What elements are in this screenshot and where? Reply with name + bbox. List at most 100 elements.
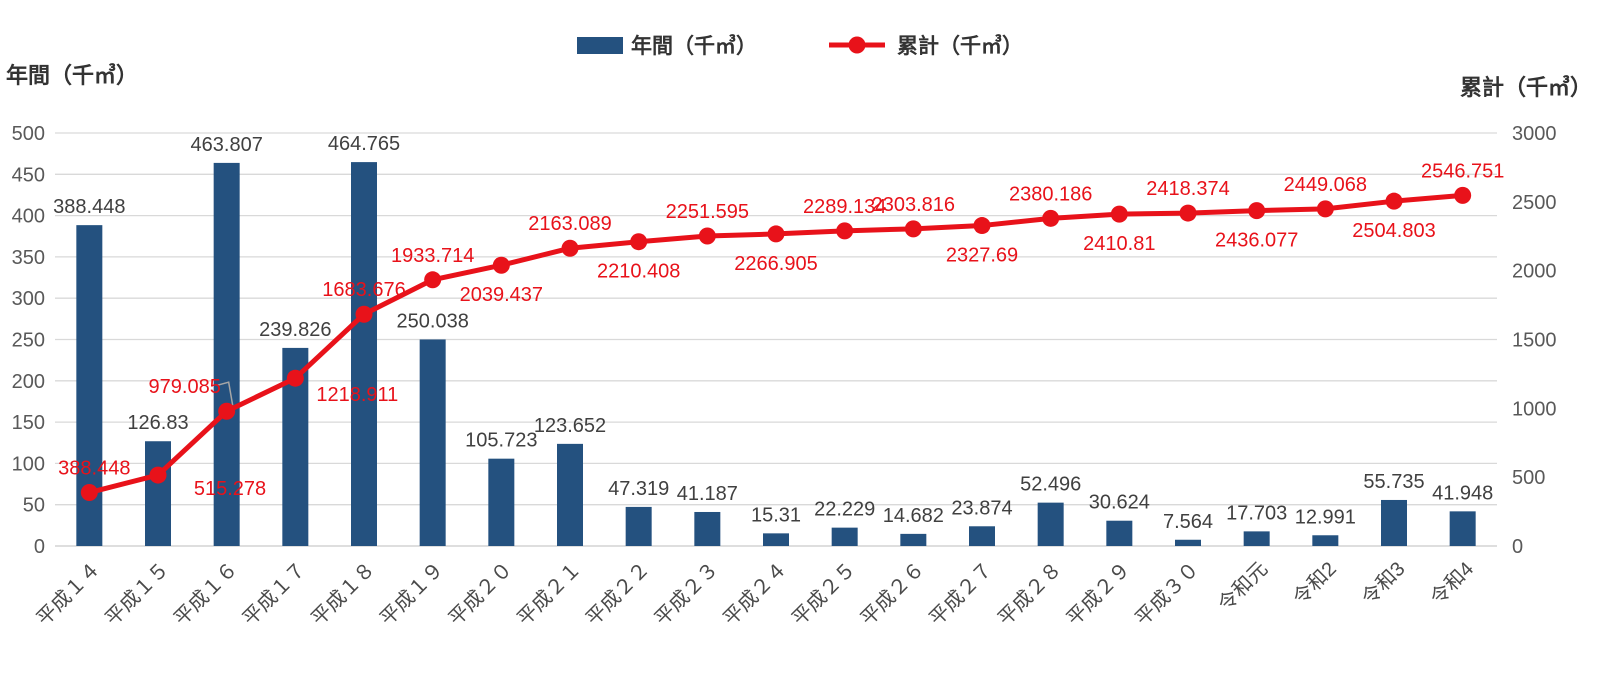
line-legend-marker-icon: [829, 36, 885, 54]
x-axis-label: 平成２８: [993, 557, 1066, 630]
line-value-label: 2039.437: [460, 284, 543, 306]
bar-value-label: 464.765: [328, 133, 400, 155]
right-axis-tick-label: 2000: [1512, 261, 1557, 283]
x-axis-label: 令和元: [1214, 557, 1273, 616]
left-axis-tick-label: 300: [12, 288, 45, 310]
line-point: [1110, 205, 1128, 223]
x-axis-label: 平成２２: [581, 557, 654, 630]
x-axis-label: 平成１６: [169, 557, 242, 630]
bar: [694, 511, 721, 546]
bar-value-label: 7.564: [1163, 511, 1213, 533]
line-point: [698, 227, 716, 245]
bar: [557, 443, 583, 546]
right-axis-title: 累計（千㎥）: [1459, 75, 1592, 100]
line-point: [80, 484, 98, 502]
line-point: [904, 220, 922, 238]
bar: [488, 458, 515, 546]
line-point: [973, 217, 991, 235]
line-point: [149, 466, 167, 484]
bar-value-label: 463.807: [191, 134, 263, 156]
line-value-label: 2327.69: [946, 245, 1018, 267]
bar-value-label: 12.991: [1295, 506, 1356, 528]
right-axis-tick-label: 1000: [1512, 398, 1557, 420]
line-value-label: 2504.803: [1352, 220, 1435, 242]
bar: [763, 533, 789, 546]
line-point: [767, 225, 785, 243]
x-axis-label: 平成２０: [444, 557, 517, 630]
bar: [625, 506, 652, 546]
bar-legend-swatch-icon: [577, 36, 623, 54]
line-point: [836, 222, 854, 240]
line-point: [1179, 204, 1197, 222]
left-axis-tick-label: 350: [12, 247, 45, 269]
line-point: [424, 271, 442, 289]
x-axis-label: 平成１８: [307, 557, 380, 630]
bar-value-label: 126.83: [127, 412, 188, 434]
line-value-label: 2449.068: [1284, 174, 1367, 196]
label-leader-line: [217, 381, 234, 406]
bar-value-label: 388.448: [53, 196, 125, 218]
left-axis-tick-label: 450: [12, 164, 45, 186]
left-axis-title: 年間（千㎥）: [6, 63, 139, 88]
bar: [1243, 531, 1270, 546]
bar-value-label: 17.703: [1226, 502, 1287, 524]
line-point: [286, 369, 304, 387]
right-axis-tick-label: 3000: [1512, 123, 1557, 145]
x-axis-label: 平成２１: [513, 557, 586, 630]
x-axis-label: 令和2: [1288, 557, 1340, 609]
bar-value-label: 14.682: [883, 505, 944, 527]
line-value-label: 1683.676: [322, 279, 405, 301]
bar-value-label: 105.723: [465, 430, 537, 452]
x-axis-label: 令和4: [1426, 557, 1478, 609]
bar: [1449, 511, 1476, 546]
x-axis-label: 平成２７: [925, 557, 998, 630]
line-point: [1316, 200, 1334, 218]
line-value-label: 1218.911: [316, 384, 398, 406]
line-value-label: 2163.089: [528, 213, 611, 235]
left-axis-tick-label: 50: [23, 495, 45, 517]
bar-value-label: 250.038: [397, 310, 469, 332]
left-axis-tick-label: 400: [12, 206, 45, 228]
x-axis-label: 平成２３: [650, 557, 723, 630]
bar: [1037, 502, 1064, 546]
bar: [213, 162, 240, 546]
x-axis-label: 平成２４: [719, 557, 792, 630]
line-value-label: 2436.077: [1215, 230, 1298, 252]
x-axis-label: 平成３０: [1131, 557, 1204, 630]
line-value-label: 1933.714: [391, 245, 474, 267]
left-axis-tick-label: 500: [12, 123, 45, 145]
line-value-label: 2210.408: [597, 261, 680, 283]
bar: [1312, 535, 1339, 546]
bar-value-label: 30.624: [1089, 492, 1150, 514]
legend-cumulative-label: 累計（千㎥）: [897, 35, 1023, 58]
line-point: [355, 305, 373, 323]
bar: [145, 441, 171, 546]
line-value-label: 979.085: [149, 376, 221, 398]
line-point: [1042, 209, 1060, 227]
bar-value-label: 15.31: [751, 504, 801, 526]
bar-value-label: 23.874: [951, 497, 1012, 519]
bar-value-label: 123.652: [534, 415, 606, 437]
bar: [969, 526, 995, 546]
bar: [1381, 499, 1407, 546]
line-point: [1248, 202, 1266, 220]
line-value-label: 2289.134: [803, 196, 886, 218]
bar: [831, 527, 858, 546]
line-point: [561, 239, 579, 257]
line-value-label: 2380.186: [1009, 183, 1092, 205]
line-value-label: 2418.374: [1146, 178, 1229, 200]
x-axis-label: 平成２５: [787, 557, 860, 630]
left-axis-tick-label: 0: [34, 536, 45, 558]
right-axis-tick-label: 500: [1512, 467, 1545, 489]
line-point: [1385, 192, 1403, 210]
legend-item-cumulative: 累計（千㎥）: [827, 30, 1023, 60]
legend-annual-label: 年間（千㎥）: [631, 35, 757, 58]
bar-value-label: 47.319: [608, 478, 669, 500]
line-point: [630, 233, 648, 251]
line-value-label: 388.448: [58, 458, 130, 480]
left-axis-tick-label: 200: [12, 371, 45, 393]
bar: [351, 162, 377, 546]
bar-value-label: 55.735: [1363, 471, 1424, 493]
line-value-label: 2410.81: [1083, 233, 1155, 255]
